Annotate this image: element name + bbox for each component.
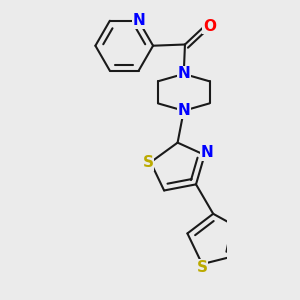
Text: S: S bbox=[143, 155, 154, 170]
Text: S: S bbox=[196, 260, 208, 275]
Text: N: N bbox=[177, 66, 190, 81]
Text: N: N bbox=[177, 103, 190, 118]
Text: O: O bbox=[203, 19, 216, 34]
Text: N: N bbox=[132, 13, 145, 28]
Text: N: N bbox=[201, 145, 213, 160]
